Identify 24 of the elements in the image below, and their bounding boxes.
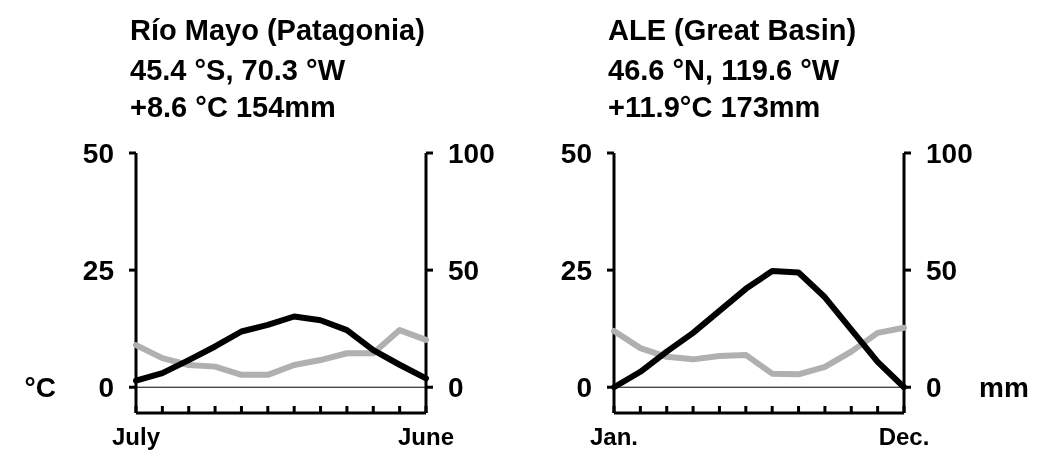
x-tick-label: Jan. bbox=[589, 423, 639, 450]
text: +11.9°C 173mm bbox=[608, 91, 821, 123]
chart-title: Río Mayo (Patagonia) bbox=[130, 14, 425, 46]
y2-tick-label: 50 bbox=[926, 254, 958, 286]
y2-tick-label: 0 bbox=[926, 372, 942, 404]
y2-tick-label: 50 bbox=[448, 254, 480, 286]
chart-subtitle: 46.6 °N, 119.6 °W bbox=[608, 54, 840, 86]
chart-subtitle: 45.4 °S, 70.3 °W bbox=[130, 54, 346, 86]
x-tick-label: July bbox=[111, 423, 161, 450]
y2-tick-label: 0 bbox=[448, 372, 464, 404]
y2-tick-label: 100 bbox=[926, 137, 973, 169]
y-axis-title: °C bbox=[24, 372, 56, 404]
chart-title: ALE (Great Basin) bbox=[608, 14, 857, 46]
y2-axis-title: mm bbox=[979, 372, 1029, 404]
x-tick-label: Dec. bbox=[878, 423, 930, 450]
y-tick-label: 50 bbox=[82, 137, 114, 169]
y-tick-label: 25 bbox=[82, 254, 114, 286]
y-tick-label: 0 bbox=[576, 372, 592, 404]
y2-tick-label: 100 bbox=[448, 137, 495, 169]
y-tick-label: 0 bbox=[98, 372, 114, 404]
x-tick-label: June bbox=[397, 423, 455, 450]
y-tick-label: 25 bbox=[560, 254, 592, 286]
y-tick-label: 50 bbox=[560, 137, 592, 169]
text: +8.6 °C 154mm bbox=[130, 91, 336, 123]
